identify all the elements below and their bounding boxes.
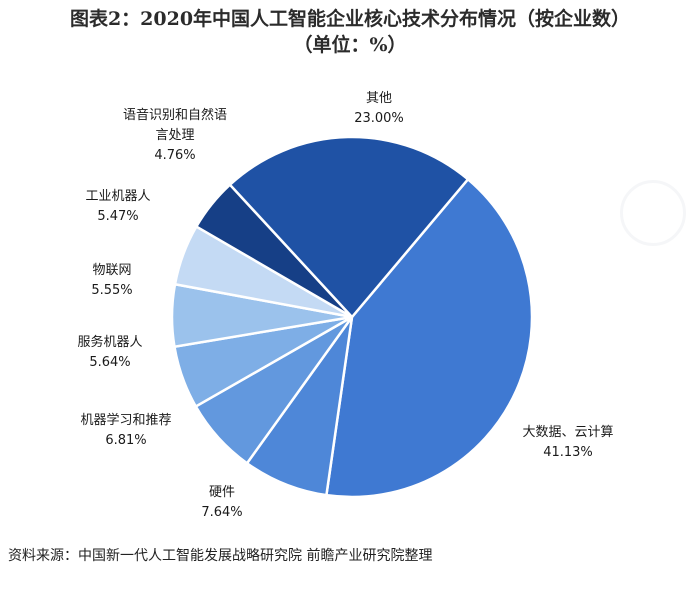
slice-value-label: 41.13% bbox=[543, 445, 593, 460]
slice-category-label: 大数据、云计算 bbox=[522, 425, 613, 440]
slice-category-label: 硬件 bbox=[209, 485, 235, 500]
slice-value-label: 5.47% bbox=[97, 209, 138, 224]
slice-category-label: 其他 bbox=[366, 91, 392, 106]
watermark-logo bbox=[620, 180, 686, 246]
slice-category-label: 机器学习和推荐 bbox=[80, 412, 171, 428]
slice-value-label: 5.55% bbox=[91, 283, 132, 298]
chart-title-line1: 图表2：2020年中国人工智能企业核心技术分布情况（按企业数） bbox=[69, 8, 631, 30]
slice-value-label: 5.64% bbox=[89, 355, 130, 370]
slice-value-label: 7.64% bbox=[201, 505, 242, 520]
slice-category-label: 语音识别和自然语 bbox=[123, 107, 227, 123]
slice-category-label: 物联网 bbox=[92, 263, 131, 278]
pie-slice bbox=[324, 177, 534, 499]
slice-category-label: 服务机器人 bbox=[77, 334, 142, 350]
pie-chart: 大数据、云计算 41.13% 硬件 7.64% 机器学习和推荐 6.81% 服务机器人 5.6… bbox=[77, 91, 613, 520]
slice-category-label: 言处理 bbox=[155, 128, 194, 143]
slice-category-label: 工业机器人 bbox=[85, 189, 150, 204]
source-note: 资料来源：中国新一代人工智能发展战略研究院 前瞻产业研究院整理 bbox=[8, 548, 433, 564]
chart-title: 图表2：2020年中国人工智能企业核心技术分布情况（按企业数） （单位：%） bbox=[0, 6, 700, 58]
slice-value-label: 23.00% bbox=[354, 111, 404, 126]
chart-title-line2: （单位：%） bbox=[293, 34, 407, 56]
slice-value-label: 6.81% bbox=[105, 433, 146, 448]
slice-value-label: 4.76% bbox=[154, 148, 195, 163]
pie-slice bbox=[228, 135, 470, 319]
